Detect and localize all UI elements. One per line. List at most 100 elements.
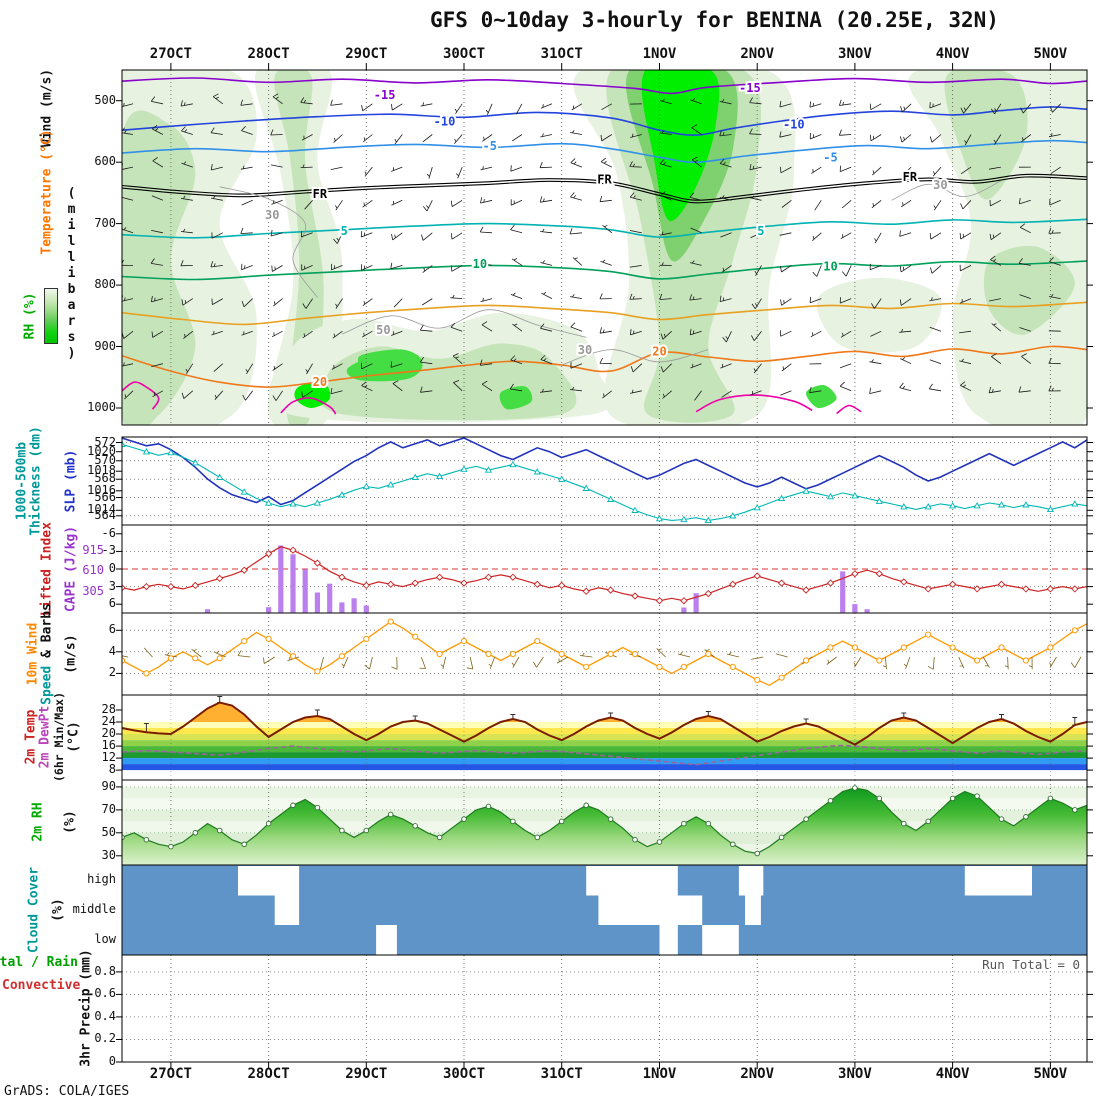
wind10m-axis-label: 10m Wind	[25, 622, 41, 686]
tick-label: 305	[82, 584, 104, 599]
date-label: 31OCT	[540, 1066, 583, 1082]
tick-label: 610	[82, 563, 104, 578]
svg-text:5: 5	[341, 224, 348, 238]
tick-label: 4	[108, 643, 116, 658]
thickness-axis-label-1: 1000-500mb	[14, 441, 30, 521]
date-label: 2NOV	[740, 46, 775, 62]
tick-label: 50	[101, 824, 116, 839]
tick-label: 24	[101, 714, 116, 729]
slp-thickness-series	[122, 437, 1087, 524]
rh2m-axis-label: 2m RH	[30, 802, 46, 842]
tick-label: 500	[94, 92, 116, 107]
cloud-unit-label: (%)	[50, 898, 66, 922]
wind10m-series	[122, 618, 1087, 687]
upper-wind-barbs	[122, 93, 1061, 401]
tick-label: -3	[101, 543, 116, 558]
svg-text:-15: -15	[374, 88, 396, 102]
svg-text:5: 5	[757, 224, 764, 238]
tick-label: 90	[101, 778, 116, 793]
tick-label: 900	[94, 338, 116, 353]
date-label: 30OCT	[442, 1066, 486, 1082]
millibars-axis-label: (millibars)	[64, 186, 79, 362]
date-label: 27OCT	[149, 46, 192, 62]
tick-label: 600	[94, 154, 116, 169]
tick-label: 8	[108, 762, 116, 777]
li-cape-series	[122, 545, 1087, 613]
date-label: 4NOV	[935, 1066, 970, 1082]
tick-label: low	[94, 932, 116, 946]
rh2m-series	[122, 785, 1087, 865]
grads-credit: GrADS: COLA/IGES	[4, 1084, 130, 1099]
tick-label: 16	[101, 738, 116, 753]
temperature-axis-label: Temperature (°C)	[39, 129, 55, 255]
cloud-patches	[238, 866, 1032, 955]
rh2m-unit-label: (%)	[62, 810, 78, 834]
tick-label: 0.6	[94, 986, 116, 1001]
temp-bands	[122, 722, 1087, 771]
wind10m-barbs-label: & Barbs	[39, 603, 55, 658]
svg-text:20: 20	[652, 344, 666, 358]
rh-axis-label: RH (%)	[22, 292, 38, 340]
tick-label: 1014	[87, 502, 116, 517]
date-label: 3NOV	[838, 46, 872, 62]
axis-ticks	[116, 63, 1093, 1069]
tick-label: 0.2	[94, 1031, 116, 1046]
date-label: 2NOV	[740, 1066, 775, 1082]
tick-label: 1000	[87, 399, 116, 414]
tick-label: 6	[108, 622, 116, 637]
tick-label: 12	[101, 750, 116, 765]
lifted-index-axis-label: Lifted Index	[39, 522, 55, 616]
tick-label: 0	[108, 561, 116, 575]
rh-shading	[122, 70, 1087, 425]
wind10m-axis-label-2: Speed & Barbs	[40, 603, 55, 705]
tick-label: 30	[101, 847, 116, 862]
svg-text:10: 10	[823, 260, 837, 274]
date-label: 29OCT	[345, 46, 388, 62]
tick-label: 1020	[87, 443, 116, 458]
chart-title: GFS 0~10day 3-hourly for BENINA (20.25E,…	[430, 8, 999, 32]
minmax-axis-label: (6hr Min/Max)	[52, 691, 66, 783]
svg-text:50: 50	[376, 323, 390, 337]
date-label: 1NOV	[642, 46, 677, 62]
tick-label: high	[87, 872, 116, 886]
date-label: 5NOV	[1033, 1066, 1068, 1082]
tick-label: 1018	[87, 463, 116, 478]
svg-text:20: 20	[313, 375, 327, 389]
tick-label: 0	[108, 1054, 116, 1068]
tick-label: 566	[94, 489, 116, 504]
svg-text:-5: -5	[823, 150, 837, 164]
tick-label: 0.8	[94, 963, 116, 978]
run-total-label: Run Total = 0	[982, 957, 1080, 972]
tick-label: 0.4	[94, 1008, 116, 1023]
precip-total-label: Total / Rain	[0, 955, 78, 970]
svg-text:-10: -10	[783, 118, 805, 132]
date-label: 28OCT	[247, 1066, 290, 1082]
precip-convective-label: Convective	[2, 978, 81, 993]
slp-axis-label: SLP (mb)	[63, 449, 79, 513]
svg-text:FR: FR	[597, 172, 612, 186]
date-label: 4NOV	[935, 46, 970, 62]
wind10m-unit-label: (m/s)	[63, 634, 79, 674]
rh-colorbar	[44, 288, 58, 344]
temp2m-unit-label: (°C)	[66, 721, 82, 753]
contour-labels: -15 -15 -10 -10 -5 -5 FR FR FR 5 5 10 10 20 20 30 50 30 30	[263, 79, 950, 391]
date-label: 29OCT	[345, 1066, 388, 1082]
tick-label: 70	[101, 801, 116, 816]
date-label: 27OCT	[149, 1066, 192, 1082]
svg-text:-15: -15	[739, 81, 761, 95]
date-label: 3NOV	[838, 1066, 872, 1082]
cloud-axis-label: Cloud Cover	[26, 866, 42, 954]
tick-label: 6	[108, 596, 116, 611]
date-label: 5NOV	[1033, 46, 1068, 62]
svg-text:30: 30	[933, 178, 947, 192]
svg-text:10: 10	[473, 257, 487, 271]
dewpt-axis-label: 2m DewPt	[37, 705, 53, 769]
tick-label: 564	[94, 507, 116, 522]
date-label: 31OCT	[540, 46, 583, 62]
tick-label: 572	[94, 434, 116, 449]
tick-label: 568	[94, 471, 116, 486]
date-label: 28OCT	[247, 46, 290, 62]
panel-borders	[121, 69, 1088, 1063]
svg-text:30: 30	[265, 208, 279, 222]
